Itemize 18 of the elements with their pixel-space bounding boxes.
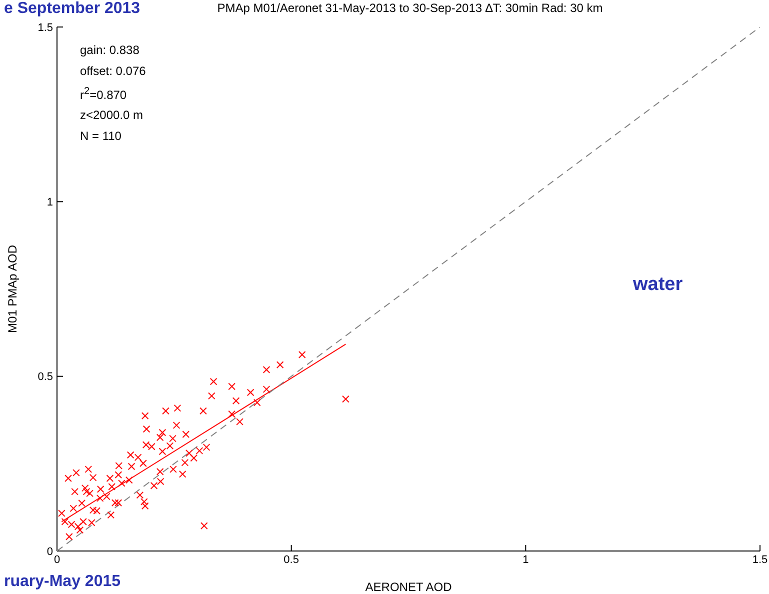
chart-title: PMAp M01/Aeronet 31-May-2013 to 30-Sep-2013 ∆T: 30min Rad: 30 km [217, 1, 603, 15]
text: e September 2013 [4, 0, 140, 18]
annotation: r$^{2}$=0.870 [80, 86, 127, 102]
y-tick-label: 0 [46, 546, 53, 558]
x-tick-label: 1 [522, 554, 529, 566]
annotation: gain: 0.838 [80, 43, 140, 57]
annotation: N = 110 [80, 129, 122, 143]
x-axis-title: AERONET AOD [365, 580, 452, 594]
y-tick-label: 0.5 [38, 371, 53, 384]
annotation: z<2000.0 m [80, 108, 144, 122]
y-tick-label: 1.5 [38, 22, 53, 34]
annotation: offset: 0.076 [80, 64, 146, 78]
x-tick-label: 0.5 [284, 554, 299, 566]
x-tick-label: 1.5 [752, 554, 768, 566]
y-axis-title: M01 PMAp AOD [5, 244, 20, 334]
y-tick-label: 1 [46, 196, 53, 209]
annotation: water [633, 274, 683, 296]
text: ruary-May 2015 [4, 573, 121, 591]
